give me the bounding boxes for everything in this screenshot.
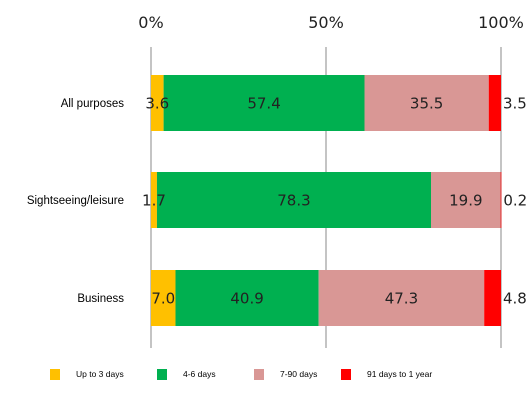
legend-label: 4-6 days [183, 369, 216, 379]
legend-swatch [50, 369, 60, 380]
data-label: 40.9 [230, 290, 263, 308]
bar-segment [364, 75, 489, 131]
data-label: 7.0 [151, 290, 175, 308]
legend-label: 7-90 days [280, 369, 317, 379]
axis-ticks: 0% 50% 100% [138, 13, 524, 32]
category-label: Sightseeing/leisure [27, 195, 124, 207]
data-label: 57.4 [247, 95, 280, 113]
bar-segment [488, 75, 501, 131]
bars [151, 75, 502, 326]
data-label: 19.9 [449, 192, 482, 210]
category-label: Business [77, 293, 124, 305]
bar-segment [175, 270, 319, 326]
legend-swatch [341, 369, 351, 380]
bar-segment [151, 172, 157, 228]
bar-segment [500, 172, 502, 228]
data-label: 1.7 [142, 192, 166, 210]
legend: Up to 3 days 4-6 days 7-90 days 91 days to … [50, 369, 432, 380]
legend-swatch [254, 369, 264, 380]
data-label: 35.5 [410, 95, 443, 113]
tick-label-100: 100% [478, 13, 524, 32]
data-label: 47.3 [385, 290, 418, 308]
bar-segment [431, 172, 501, 228]
bar-segment [163, 75, 365, 131]
tick-label-0: 0% [138, 13, 163, 32]
category-labels: All purposes Sightseeing/leisure Business [27, 98, 124, 305]
tick-label-50: 50% [308, 13, 344, 32]
data-label: 3.5 [503, 95, 527, 113]
data-label: 4.8 [503, 290, 527, 308]
bar-segment [156, 172, 431, 228]
data-labels: 3.6 57.4 35.5 3.5 1.7 78.3 19.9 0.2 7.0 40.9 47.3 4… [142, 95, 527, 308]
category-label: All purposes [61, 98, 125, 110]
legend-swatch [157, 369, 167, 380]
bar-segment [151, 75, 164, 131]
legend-label: 91 days to 1 year [367, 369, 432, 379]
bar-segment [484, 270, 501, 326]
bar-segment [151, 270, 176, 326]
data-label: 0.2 [503, 192, 527, 210]
data-label: 3.6 [145, 95, 169, 113]
legend-label: Up to 3 days [76, 369, 124, 379]
data-label: 78.3 [277, 192, 310, 210]
bar-segment [318, 270, 485, 326]
